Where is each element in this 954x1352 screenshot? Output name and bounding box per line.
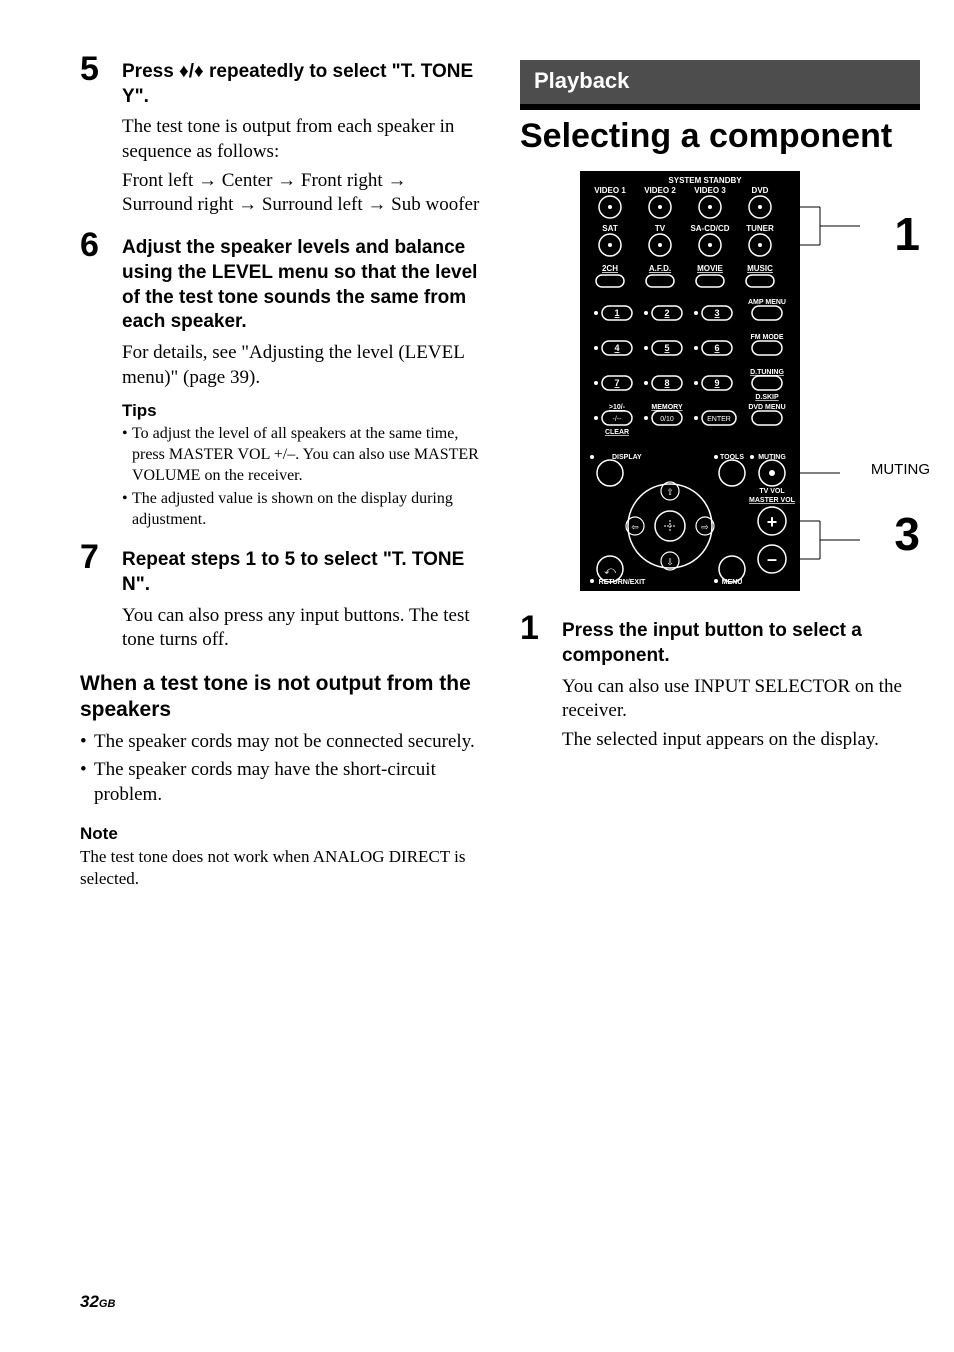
- list-item: The speaker cords may have the short-cir…: [80, 758, 480, 807]
- step-title: Adjust the speaker levels and balance us…: [122, 236, 480, 335]
- btn-label: MUSIC: [747, 264, 773, 273]
- step-7: 7 Repeat steps 1 to 5 to select "T. TONE…: [80, 548, 480, 653]
- step-body-line: You can also press any input buttons. Th…: [122, 604, 480, 653]
- btn-label: MASTER VOL: [749, 497, 796, 504]
- step-title-pre: Press: [122, 61, 179, 82]
- page-suffix: GB: [99, 1298, 116, 1310]
- btn-label: AMP MENU: [748, 299, 786, 306]
- arrow-right-icon: →: [238, 194, 257, 215]
- tone-chain: Front left → Center → Front right → Surr…: [122, 169, 480, 218]
- num-label: 2: [664, 308, 669, 318]
- step-body-line: For details, see "Adjusting the level (L…: [122, 341, 480, 390]
- btn-label: VIDEO 3: [694, 186, 726, 195]
- svg-text:⇨: ⇨: [701, 522, 709, 532]
- svg-text:⇩: ⇩: [666, 557, 674, 567]
- btn-label: 2CH: [602, 264, 618, 273]
- step-body-line: You can also use INPUT SELECTOR on the r…: [562, 675, 920, 724]
- btn-label: SAT: [602, 224, 618, 233]
- tips-heading: Tips: [122, 400, 480, 422]
- num-label: 9: [714, 378, 719, 388]
- btn-label: DISPLAY: [612, 454, 642, 461]
- step-body: You can also press any input buttons. Th…: [122, 604, 480, 653]
- btn-label: DVD: [752, 186, 769, 195]
- step-body-line: The selected input appears on the displa…: [562, 728, 920, 753]
- arrow-right-icon: →: [367, 194, 386, 215]
- step-body-line: The test tone is output from each speake…: [122, 115, 480, 164]
- btn-label: DVD MENU: [748, 404, 785, 411]
- num-label: 5: [664, 343, 669, 353]
- svg-text:⇧: ⇧: [666, 487, 674, 497]
- btn-label: -/--: [613, 416, 623, 423]
- rule: [520, 104, 920, 110]
- arrow-up-down-icon: ♦/♦: [179, 60, 204, 85]
- page-footer: 32GB: [80, 1292, 115, 1312]
- right-column: Playback Selecting a component SYSTEM ST…: [520, 60, 920, 890]
- tip-item: To adjust the level of all speakers at t…: [122, 424, 480, 486]
- num-label: 6: [714, 343, 719, 353]
- step-number: 7: [80, 540, 99, 574]
- step-title: Press the input button to select a compo…: [562, 619, 920, 668]
- troubleshoot-heading: When a test tone is not output from the …: [80, 671, 480, 724]
- step-body: The test tone is output from each speake…: [122, 115, 480, 218]
- btn-label: 0/10: [660, 416, 674, 423]
- btn-label: D.SKIP: [755, 394, 779, 401]
- step-title: Press ♦/♦ repeatedly to select "T. TONE …: [122, 60, 480, 109]
- num-label: 4: [614, 343, 619, 353]
- svg-text:+: +: [767, 512, 778, 532]
- btn-label: A.F.D.: [649, 264, 671, 273]
- btn-label: TV VOL: [759, 488, 785, 495]
- btn-label: MOVIE: [697, 264, 723, 273]
- list-item: The speaker cords may not be connected s…: [80, 730, 480, 755]
- btn-label: >10/-: [609, 404, 626, 411]
- btn-label: MENU: [722, 579, 743, 586]
- step-number: 5: [80, 52, 99, 86]
- arrow-right-icon: →: [198, 170, 217, 191]
- callout-muting: MUTING: [871, 461, 930, 478]
- callout-1: 1: [894, 211, 920, 257]
- note-body: The test tone does not work when ANALOG …: [80, 846, 480, 890]
- svg-text:–: –: [767, 549, 777, 569]
- svg-text:⇦: ⇦: [631, 522, 639, 532]
- troubleshoot-list: The speaker cords may not be connected s…: [80, 730, 480, 808]
- btn-label: RETURN/EXIT: [599, 579, 646, 586]
- svg-text:⤺: ⤺: [604, 565, 616, 577]
- right-step-1: 1 Press the input button to select a com…: [520, 619, 920, 752]
- label: SYSTEM STANDBY: [668, 176, 742, 185]
- left-column: 5 Press ♦/♦ repeatedly to select "T. TON…: [80, 60, 480, 890]
- step-body: For details, see "Adjusting the level (L…: [122, 341, 480, 530]
- note-heading: Note: [80, 824, 480, 844]
- step-6: 6 Adjust the speaker levels and balance …: [80, 236, 480, 530]
- step-number: 1: [520, 611, 539, 645]
- step-number: 6: [80, 228, 99, 262]
- step-body: You can also use INPUT SELECTOR on the r…: [562, 675, 920, 753]
- page-number: 32: [80, 1292, 99, 1311]
- tip-item: The adjusted value is shown on the displ…: [122, 489, 480, 531]
- num-label: 8: [664, 378, 669, 388]
- num-label: 3: [714, 308, 719, 318]
- btn-label: SA-CD/CD: [690, 224, 729, 233]
- remote-diagram: SYSTEM STANDBY VIDEO 1 VIDEO 2 VIDEO 3 D…: [520, 171, 920, 601]
- btn-label: VIDEO 2: [644, 186, 676, 195]
- btn-label: ENTER: [707, 416, 731, 423]
- callout-3: 3: [894, 511, 920, 557]
- arrow-right-icon: →: [277, 170, 296, 191]
- tips-list: To adjust the level of all speakers at t…: [122, 424, 480, 530]
- btn-label: VIDEO 1: [594, 186, 626, 195]
- section-heading: Playback: [520, 60, 920, 104]
- step-5: 5 Press ♦/♦ repeatedly to select "T. TON…: [80, 60, 480, 218]
- btn-label: FM MODE: [750, 334, 783, 341]
- step-title: Repeat steps 1 to 5 to select "T. TONE N…: [122, 548, 480, 597]
- num-label: 7: [614, 378, 619, 388]
- remote-svg: SYSTEM STANDBY VIDEO 1 VIDEO 2 VIDEO 3 D…: [520, 171, 920, 601]
- btn-label: TUNER: [746, 224, 774, 233]
- btn-label: D.TUNING: [750, 369, 784, 376]
- page-title: Selecting a component: [520, 118, 920, 155]
- btn-label: MEMORY: [651, 404, 683, 411]
- arrow-right-icon: →: [387, 170, 406, 191]
- btn-label: TV: [655, 224, 666, 233]
- num-label: 1: [614, 308, 619, 318]
- btn-label: CLEAR: [605, 429, 629, 436]
